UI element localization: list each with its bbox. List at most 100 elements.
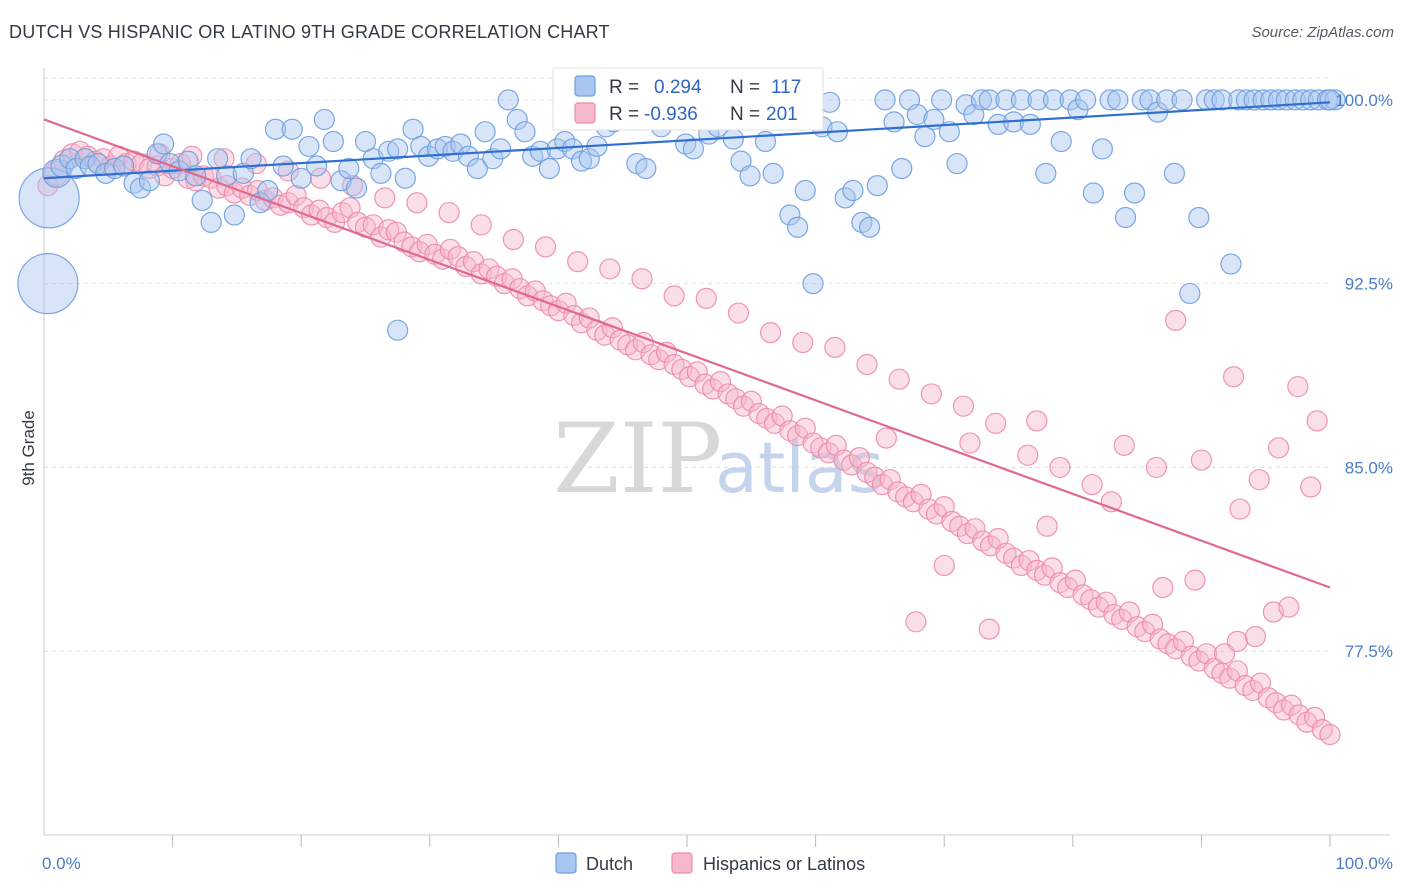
dutch-point [1107, 89, 1129, 111]
hispanic-point [1288, 704, 1310, 726]
dutch-point [387, 138, 409, 160]
dutch-point [1019, 113, 1041, 135]
dutch-point [1082, 182, 1104, 204]
hispanic-point [1057, 576, 1079, 599]
dutch-point [514, 121, 536, 143]
dutch-point [322, 130, 344, 153]
legend-hisp-r-label: R = [609, 104, 639, 125]
dutch-point [290, 167, 312, 189]
hispanic-point [759, 322, 782, 344]
hispanic-point [1080, 589, 1102, 611]
dutch-point [281, 118, 303, 140]
hispanic-point [1226, 630, 1249, 653]
dutch-point [370, 162, 392, 184]
dutch-point [834, 187, 856, 209]
hispanic-point [925, 503, 948, 525]
dutch-point [561, 138, 584, 160]
hispanic-point [949, 515, 971, 537]
hispanic-point [1095, 591, 1117, 613]
hispanic-point [1242, 679, 1264, 702]
hispanic-point [462, 250, 485, 273]
hispanic-point [1113, 434, 1135, 456]
dutch-point [1319, 89, 1341, 111]
series-legend-dutch-label[interactable]: Dutch [586, 854, 633, 874]
hispanic-point [1306, 410, 1328, 432]
dutch-point [682, 138, 705, 160]
hispanic-point [978, 618, 1000, 640]
dutch-point [18, 167, 80, 229]
legend-hisp-r-value: -0.936 [644, 104, 698, 125]
dutch-point [306, 155, 328, 177]
y-axis-label: 9th Grade [19, 410, 38, 486]
hispanic-point [1017, 444, 1039, 466]
legend-dutch-n-label: N = [730, 77, 760, 98]
dutch-point [762, 162, 784, 184]
y-tick-label: 100.0% [1335, 91, 1393, 110]
dutch-point [191, 189, 213, 211]
hispanic-point [1265, 692, 1287, 714]
hispanic-point [1267, 437, 1290, 459]
series-legend-dutch-swatch[interactable] [555, 852, 577, 874]
dutch-point [866, 175, 888, 197]
watermark-atlas: atlas [715, 427, 884, 509]
dutch-point [113, 155, 135, 177]
hispanic-point [1111, 608, 1133, 630]
hispanic-point [1165, 309, 1187, 331]
hispanic-point [1190, 449, 1213, 471]
legend-dutch-swatch [574, 75, 596, 97]
hispanic-point [1248, 469, 1270, 491]
hispanic-point [1003, 547, 1025, 569]
series-legend-hisp-label[interactable]: Hispanics or Latinos [703, 854, 865, 874]
dutch-point [1042, 89, 1065, 111]
dutch-point [987, 113, 1009, 135]
stats-legend: R = 0.294 N = 117 R = -0.936 N = 201 [552, 67, 824, 131]
hispanic-point [1229, 498, 1251, 520]
dutch-point [786, 216, 809, 238]
hispanic-point [1287, 375, 1309, 398]
dutch-point [17, 253, 79, 315]
dutch-point [978, 89, 1000, 111]
dutch-point [1075, 89, 1097, 111]
hispanic-point [727, 302, 750, 324]
hispanic-point [599, 258, 621, 280]
axes [43, 68, 1390, 847]
hispanic-point [285, 184, 307, 207]
dutch-point [1050, 130, 1072, 153]
legend-hisp-n-label: N = [730, 104, 760, 125]
dutch-point [779, 204, 801, 226]
dutch-point [1179, 282, 1201, 305]
hispanic-point [905, 611, 927, 633]
hispanic-point [631, 268, 653, 290]
hispanic-point [1184, 569, 1206, 591]
hispanic-point [192, 165, 215, 187]
legend-dutch-r-label: R = [609, 77, 639, 98]
hispanic-point [856, 353, 878, 376]
dutch-point [1035, 162, 1057, 184]
y-tick-label: 92.5% [1345, 275, 1393, 294]
dutch-point [497, 89, 519, 111]
dutch-point [970, 89, 993, 111]
hispanic-points [37, 140, 1341, 746]
dutch-point [859, 216, 881, 238]
dutch-point [635, 157, 657, 180]
hispanic-point [725, 388, 747, 410]
dutch-point [891, 157, 913, 180]
series-legend-hisp-swatch[interactable] [671, 852, 693, 874]
hispanic-point [534, 236, 557, 258]
dutch-point [159, 152, 181, 175]
hispanic-point [817, 442, 840, 464]
hispanic-point [985, 412, 1007, 434]
hispanic-point [1319, 723, 1341, 746]
dutch-point [1114, 206, 1137, 229]
hispanic-point [964, 518, 986, 540]
hispanic-point [792, 331, 814, 354]
hispanic-point [864, 466, 886, 488]
hispanic-point [959, 432, 981, 454]
dutch-point [946, 152, 968, 175]
hispanic-point [671, 358, 693, 381]
dutch-point [1163, 162, 1185, 184]
hispanic-point [1300, 476, 1322, 498]
hispanic-point [663, 285, 685, 307]
dutch-point [1300, 89, 1322, 111]
